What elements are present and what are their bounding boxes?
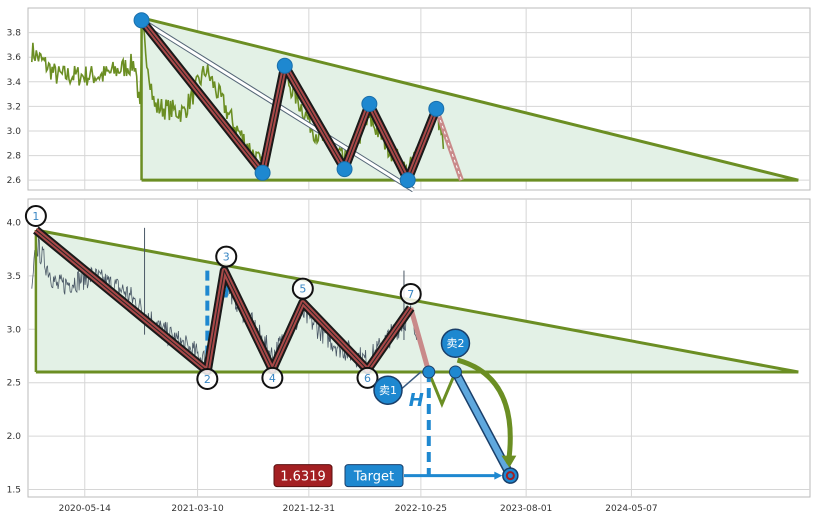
sell1-connector [399, 371, 422, 391]
x-tick-label: 2020-05-14 [59, 504, 112, 514]
zigzag-point-marker [291, 277, 314, 300]
projection-segment [408, 307, 432, 373]
x-tick-label: 2024-05-07 [605, 504, 657, 514]
x-tick-label: 2022-10-25 [395, 504, 447, 514]
y-tick-label: 1.5 [7, 486, 21, 496]
target-point [502, 467, 519, 484]
sell1-label: 卖1 [379, 384, 397, 397]
top-panel: 3.8 3.6 3.4 3.2 3.0 2.8 2.6 [7, 7, 811, 193]
x-tick-label: 2021-03-10 [171, 504, 224, 514]
sell1-bubble [373, 375, 403, 405]
y-tick-label: 3.2 [7, 102, 21, 112]
zigzag-point [276, 57, 293, 74]
projected-zigzag [427, 371, 457, 408]
zigzag-point-label: 2 [204, 373, 211, 386]
y-tick-label: 2.0 [7, 432, 22, 442]
zigzag-point [133, 12, 150, 29]
zigzag-point [361, 95, 378, 112]
zigzag-point-label: 6 [364, 372, 371, 385]
y-tick-label: 2.6 [7, 176, 22, 186]
zigzag-point-marker [24, 204, 47, 227]
price-line [31, 17, 445, 182]
target-value-box [273, 464, 333, 488]
y-tick-label: 3.0 [7, 127, 22, 137]
zigzag-point-marker [261, 366, 284, 389]
upper-trend-line [141, 16, 799, 182]
x-tick-labels: 2020-05-14 2021-03-10 2021-12-31 2022-10-25… [59, 504, 658, 514]
y-tick-label: 3.4 [7, 78, 22, 88]
target-point-center [505, 471, 515, 481]
sell2-bubble [440, 328, 471, 358]
zigzag-point [428, 100, 445, 117]
y-tick-label: 3.8 [7, 29, 22, 39]
zigzag-point-label: 1 [32, 210, 39, 223]
projection-dash [435, 108, 462, 181]
bottom-panel: 4.03.53.02.52.01.5 2020-05-14 2021-03-10 2… [7, 198, 811, 514]
sell2-label: 卖2 [446, 337, 464, 350]
zigzag-point [399, 172, 416, 189]
y-tick-label: 3.5 [7, 272, 21, 282]
zigzag-point [336, 161, 353, 178]
height-label: H [409, 390, 424, 411]
zigzag-point-marker [215, 245, 238, 268]
bottom-y-tick-labels: 4.0 3.5 3.0 2.5 2.0 1.5 [7, 218, 22, 495]
sell-point-marker [422, 365, 436, 379]
sell2-target-arrow [452, 370, 511, 472]
y-tick-label: 3.6 [7, 53, 22, 63]
target-label: Target [353, 470, 394, 485]
top-y-tick-labels: 3.8 3.6 3.4 3.2 3.0 2.8 2.6 [7, 29, 22, 187]
target-label-box [344, 464, 404, 488]
curved-arrow-head [501, 455, 517, 468]
sell-point-marker [448, 365, 462, 379]
x-tick-label: 2021-12-31 [283, 504, 335, 514]
y-tick-label: 2.5 [7, 379, 21, 389]
y-tick-label: 4.0 [7, 218, 22, 228]
zigzag-point-label: 7 [407, 288, 414, 301]
target-line-head [494, 471, 503, 480]
top-content [31, 12, 799, 193]
y-tick-label: 2.8 [7, 152, 22, 162]
curved-arrow [456, 357, 513, 464]
zigzag-point-marker [356, 366, 379, 389]
zigzag-point-label: 4 [269, 372, 276, 385]
zigzag-point-label: 3 [223, 251, 230, 264]
x-tick-label: 2023-08-01 [500, 504, 552, 514]
zigzag-point-marker [399, 282, 422, 305]
zigzag-point-label: 5 [299, 283, 306, 296]
zigzag-point [254, 164, 271, 181]
y-tick-label: 3.0 [7, 325, 22, 335]
zigzag-point-marker [196, 367, 219, 390]
target-value: 1.6319 [280, 470, 326, 485]
